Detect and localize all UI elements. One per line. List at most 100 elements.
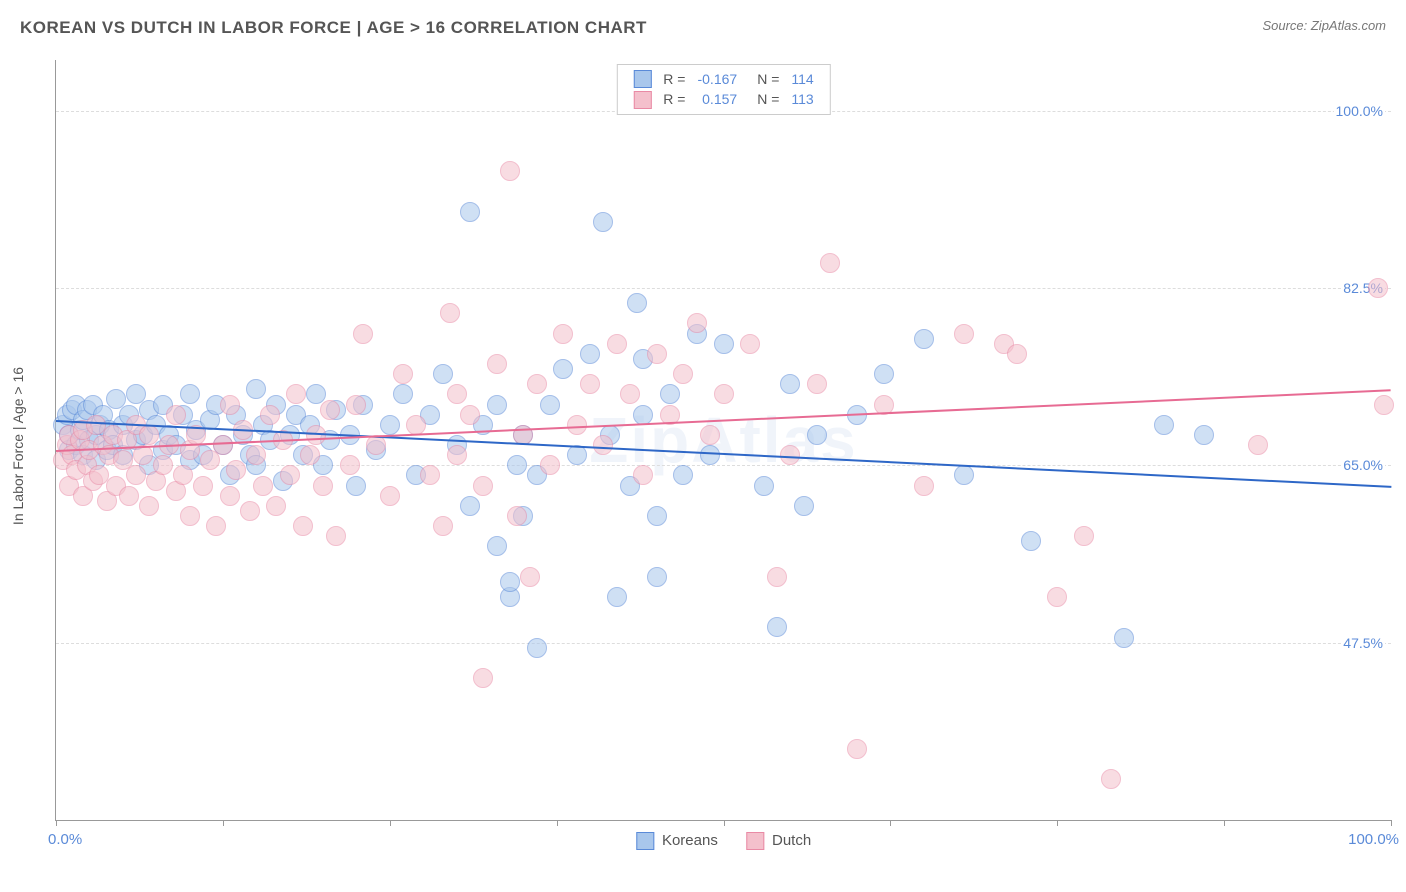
data-point — [440, 303, 460, 323]
data-point — [1007, 344, 1027, 364]
data-point — [1074, 526, 1094, 546]
data-point — [500, 161, 520, 181]
data-point — [1114, 628, 1134, 648]
data-point — [714, 334, 734, 354]
data-point — [220, 395, 240, 415]
data-point — [754, 476, 774, 496]
data-point — [567, 415, 587, 435]
data-point — [313, 476, 333, 496]
data-point — [166, 405, 186, 425]
data-point — [673, 465, 693, 485]
data-point — [820, 253, 840, 273]
data-point — [460, 202, 480, 222]
data-point — [714, 384, 734, 404]
data-point — [580, 374, 600, 394]
data-point — [607, 587, 627, 607]
data-point — [700, 425, 720, 445]
gridline — [56, 288, 1391, 289]
data-point — [507, 506, 527, 526]
data-point — [340, 455, 360, 475]
data-point — [380, 415, 400, 435]
data-point — [794, 496, 814, 516]
data-point — [320, 400, 340, 420]
xtick — [890, 820, 891, 826]
series-legend: Koreans Dutch — [622, 832, 825, 850]
data-point — [540, 455, 560, 475]
data-point — [1047, 587, 1067, 607]
data-point — [180, 384, 200, 404]
data-point — [300, 445, 320, 465]
data-point — [580, 344, 600, 364]
data-point — [346, 476, 366, 496]
data-point — [660, 384, 680, 404]
data-point — [126, 465, 146, 485]
data-point — [433, 364, 453, 384]
data-point — [326, 526, 346, 546]
data-point — [780, 374, 800, 394]
data-point — [593, 212, 613, 232]
data-point — [447, 445, 467, 465]
data-point — [1374, 395, 1394, 415]
data-point — [593, 435, 613, 455]
legend-row: R =0.157N =113 — [627, 89, 819, 109]
data-point — [767, 567, 787, 587]
data-point — [1368, 278, 1388, 298]
data-point — [633, 405, 653, 425]
data-point — [213, 435, 233, 455]
data-point — [647, 567, 667, 587]
data-point — [647, 344, 667, 364]
data-point — [406, 415, 426, 435]
data-point — [687, 313, 707, 333]
data-point — [874, 364, 894, 384]
xtick — [223, 820, 224, 826]
data-point — [607, 334, 627, 354]
data-point — [673, 364, 693, 384]
data-point — [119, 486, 139, 506]
data-point — [954, 465, 974, 485]
data-point — [226, 460, 246, 480]
xtick — [390, 820, 391, 826]
data-point — [847, 739, 867, 759]
data-point — [520, 567, 540, 587]
data-point — [553, 324, 573, 344]
data-point — [173, 465, 193, 485]
data-point — [346, 395, 366, 415]
ytick-label: 100.0% — [1334, 103, 1385, 119]
data-point — [246, 379, 266, 399]
data-point — [567, 445, 587, 465]
data-point — [487, 354, 507, 374]
data-point — [220, 486, 240, 506]
data-point — [393, 364, 413, 384]
data-point — [293, 516, 313, 536]
data-point — [1021, 531, 1041, 551]
data-point — [633, 465, 653, 485]
data-point — [500, 572, 520, 592]
correlation-legend: R =-0.167N =114R =0.157N =113 — [616, 64, 830, 115]
legend-row: R =-0.167N =114 — [627, 69, 819, 89]
data-point — [954, 324, 974, 344]
xtick — [557, 820, 558, 826]
data-point — [380, 486, 400, 506]
ytick-label: 47.5% — [1341, 635, 1385, 651]
data-point — [540, 395, 560, 415]
data-point — [280, 465, 300, 485]
data-point — [393, 384, 413, 404]
chart-title: KOREAN VS DUTCH IN LABOR FORCE | AGE > 1… — [20, 18, 647, 37]
data-point — [473, 668, 493, 688]
data-point — [620, 384, 640, 404]
y-axis-label: In Labor Force | Age > 16 — [10, 367, 26, 525]
data-point — [180, 506, 200, 526]
data-point — [553, 359, 573, 379]
data-point — [153, 455, 173, 475]
data-point — [914, 476, 934, 496]
data-point — [1154, 415, 1174, 435]
xtick-label-right: 100.0% — [1348, 831, 1399, 848]
data-point — [507, 455, 527, 475]
data-point — [447, 384, 467, 404]
ytick-label: 65.0% — [1341, 457, 1385, 473]
data-point — [193, 476, 213, 496]
legend-item: Koreans — [636, 832, 718, 849]
gridline — [56, 643, 1391, 644]
data-point — [647, 506, 667, 526]
data-point — [460, 405, 480, 425]
